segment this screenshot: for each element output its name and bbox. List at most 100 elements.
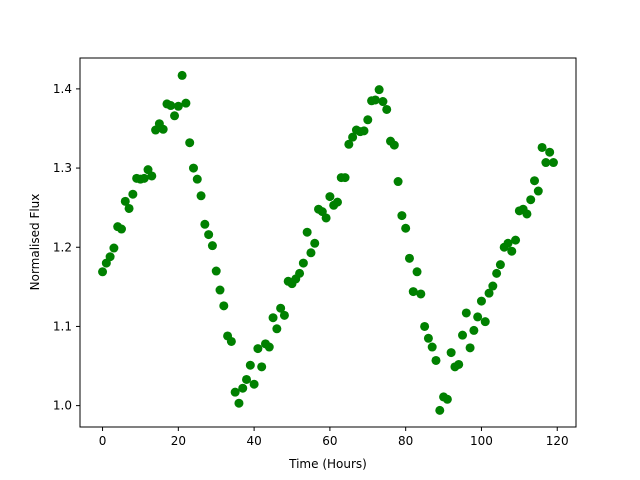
data-point — [325, 192, 335, 202]
data-point — [302, 227, 312, 237]
y-tick-label: 1.1 — [53, 319, 72, 333]
data-point — [215, 285, 225, 295]
x-tick-label: 40 — [246, 434, 261, 448]
data-point — [276, 303, 286, 313]
data-point — [469, 325, 479, 335]
data-point — [211, 266, 221, 276]
data-point — [264, 342, 274, 352]
data-point — [382, 104, 392, 114]
data-point — [442, 394, 452, 404]
data-point — [257, 362, 267, 372]
data-point — [98, 267, 108, 277]
data-point — [412, 267, 422, 277]
data-points — [98, 70, 558, 415]
data-point — [503, 238, 513, 248]
data-point — [332, 197, 342, 207]
data-point — [245, 360, 255, 370]
data-point — [249, 379, 259, 389]
data-point — [389, 140, 399, 150]
data-point — [242, 374, 252, 384]
data-point — [173, 101, 183, 111]
data-point — [185, 138, 195, 148]
data-point — [207, 241, 217, 251]
data-point — [431, 355, 441, 365]
data-point — [200, 219, 210, 229]
x-axis-ticks: 0 20 40 60 80 100 120 — [99, 427, 569, 448]
data-point — [526, 195, 536, 205]
data-point — [473, 312, 483, 322]
x-tick-label: 20 — [171, 434, 186, 448]
data-point — [533, 186, 543, 196]
data-point — [484, 288, 494, 298]
data-point — [279, 310, 289, 320]
data-point — [238, 383, 248, 393]
data-point — [306, 248, 316, 258]
data-point — [120, 196, 130, 206]
data-point — [105, 252, 115, 262]
data-point — [147, 171, 157, 181]
data-point — [416, 289, 426, 299]
data-point — [435, 405, 445, 415]
x-tick-label: 100 — [470, 434, 493, 448]
data-point — [495, 260, 505, 270]
y-tick-label: 1.4 — [53, 82, 72, 96]
x-tick-label: 120 — [546, 434, 569, 448]
data-point — [268, 313, 278, 323]
data-point — [359, 126, 369, 136]
data-point — [226, 336, 236, 346]
data-point — [298, 258, 308, 268]
data-point — [537, 142, 547, 152]
x-tick-label: 60 — [322, 434, 337, 448]
data-point — [310, 238, 320, 248]
data-point — [196, 191, 206, 201]
data-point — [204, 230, 214, 240]
data-point — [454, 359, 464, 369]
data-point — [480, 317, 490, 327]
data-point — [530, 176, 540, 186]
data-point — [192, 174, 202, 184]
data-point — [507, 246, 517, 256]
data-point — [128, 189, 138, 199]
data-point — [522, 209, 532, 219]
plot-frame — [79, 57, 577, 428]
data-point — [348, 132, 358, 142]
data-point — [446, 348, 456, 358]
data-point — [545, 147, 555, 157]
data-point — [340, 173, 350, 183]
data-point — [374, 85, 384, 95]
data-point — [116, 224, 126, 234]
data-point — [461, 308, 471, 318]
y-axis-ticks: 1.0 1.1 1.2 1.3 1.4 — [53, 82, 80, 413]
data-point — [548, 158, 558, 168]
data-point — [378, 97, 388, 107]
x-tick-label: 80 — [398, 434, 413, 448]
data-point — [234, 398, 244, 408]
data-point — [295, 268, 305, 278]
data-point — [458, 330, 468, 340]
x-tick-label: 0 — [99, 434, 107, 448]
data-point — [511, 235, 521, 245]
data-point — [492, 268, 502, 278]
y-axis-label: Normalised Flux — [28, 194, 42, 291]
x-axis-label: Time (Hours) — [288, 457, 367, 471]
y-tick-label: 1.2 — [53, 240, 72, 254]
data-point — [124, 203, 134, 213]
data-point — [408, 287, 418, 297]
data-point — [177, 70, 187, 80]
data-point — [370, 95, 380, 105]
data-point — [488, 281, 498, 291]
data-point — [404, 253, 414, 263]
data-point — [170, 111, 180, 121]
data-point — [401, 223, 411, 233]
data-point — [476, 296, 486, 306]
data-point — [158, 124, 168, 134]
data-point — [253, 344, 263, 354]
data-point — [272, 324, 282, 334]
data-point — [420, 321, 430, 331]
data-point — [219, 301, 229, 311]
data-point — [188, 163, 198, 173]
data-point — [541, 158, 551, 168]
data-point — [397, 211, 407, 221]
y-tick-label: 1.0 — [53, 399, 72, 413]
